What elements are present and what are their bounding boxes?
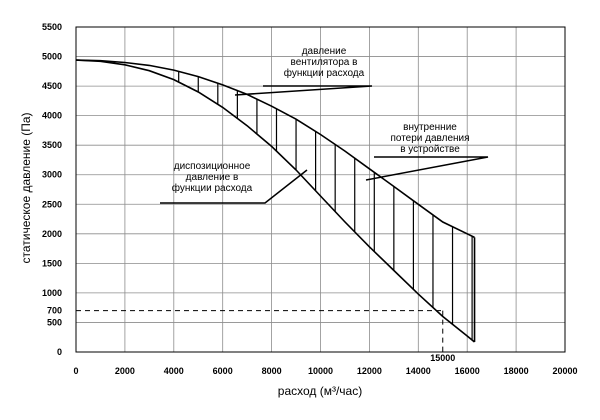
y-tick-label: 2500	[42, 199, 62, 209]
x-tick-label: 18000	[504, 366, 529, 376]
x-axis-title: расход (м³/час)	[278, 384, 362, 398]
annotation-line: давление	[302, 46, 347, 57]
fan-pressure-curve	[75, 59, 475, 239]
annotation-line: вентилятора в	[291, 57, 358, 68]
x-tick-label: 2000	[115, 366, 135, 376]
x-tick-label: 12000	[357, 366, 382, 376]
annotation-line: давление в	[186, 172, 239, 183]
x-tick-label: 14000	[406, 366, 431, 376]
tick-labels: 0 2000 4000 6000 8000 10000 12000 14000 16000 180…	[42, 22, 578, 376]
curves	[75, 59, 476, 343]
annotation-line: диспозиционное	[174, 161, 251, 172]
y-tick-label: 1000	[42, 288, 62, 298]
annotation-line: функции расхода	[172, 182, 253, 194]
annotation-leader	[160, 169, 308, 204]
y-tick-label: 700	[47, 306, 62, 316]
loss-hatching	[178, 71, 473, 340]
x-tick-label: 8000	[262, 366, 282, 376]
x-tick-label: 6000	[213, 366, 233, 376]
available-pressure-curve	[75, 59, 476, 343]
annotation-leader	[234, 85, 373, 96]
y-tick-label: 4000	[42, 111, 62, 121]
plot-frame	[75, 26, 566, 353]
annotation-line: внутренние	[403, 122, 457, 133]
y-tick-label: 5500	[42, 22, 62, 32]
annotation-leader	[365, 156, 489, 181]
reference-x-label: 15000	[430, 353, 455, 363]
annotation-line: в устройстве	[400, 144, 460, 155]
y-tick-label: 3000	[42, 170, 62, 180]
grid	[75, 26, 566, 353]
y-tick-label: 4500	[42, 81, 62, 91]
x-tick-label: 20000	[552, 366, 577, 376]
x-tick-label: 0	[73, 366, 78, 376]
y-axis-title: статическое давление (Па)	[19, 112, 33, 263]
y-tick-label: 3500	[42, 140, 62, 150]
annotation-line: потери давления	[390, 133, 469, 144]
y-tick-label: 5000	[42, 52, 62, 62]
y-tick-label: 0	[57, 347, 62, 357]
y-tick-label: 2000	[42, 229, 62, 239]
x-tick-label: 4000	[164, 366, 184, 376]
reference-lines: 15000	[76, 310, 455, 363]
x-tick-label: 10000	[308, 366, 333, 376]
y-tick-label: 1500	[42, 258, 62, 268]
x-tick-label: 16000	[455, 366, 480, 376]
y-tick-label: 500	[47, 317, 62, 327]
annotation-line: функции расхода	[284, 67, 365, 79]
